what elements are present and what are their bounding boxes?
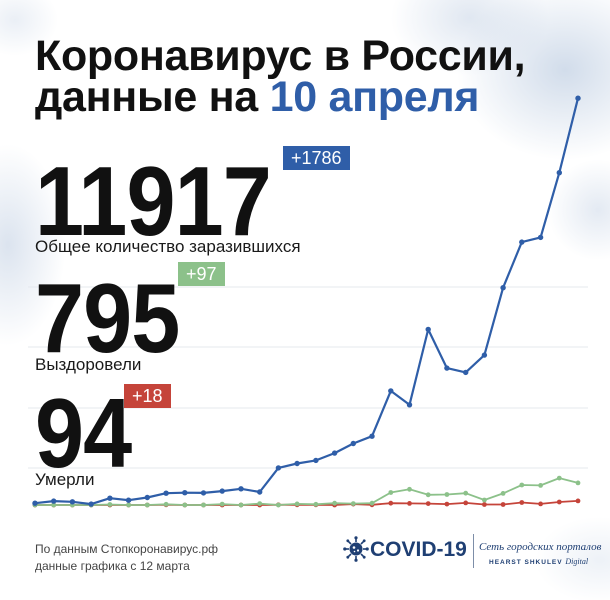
brand-name: HEARST SHKULEV	[489, 559, 563, 566]
recovered-point	[538, 483, 543, 488]
deaths-point	[388, 500, 394, 506]
recovered-point	[276, 502, 281, 508]
recovered-point	[425, 492, 431, 498]
recovered-point	[519, 482, 525, 488]
recovered-point	[182, 502, 188, 508]
cases-point	[463, 369, 469, 376]
cases-point	[537, 234, 544, 241]
cases-point	[519, 239, 525, 245]
recovered-point	[219, 501, 225, 507]
deaths-point	[556, 499, 562, 505]
network-tagline: Сеть городских порталов	[479, 541, 602, 553]
cases-point	[350, 440, 356, 447]
deaths-point	[425, 501, 431, 506]
cases-point	[125, 497, 132, 503]
deaths-label: Умерли	[35, 470, 95, 489]
recovered-point	[126, 502, 131, 508]
recovered-point	[575, 480, 581, 486]
cases-point	[182, 490, 188, 496]
cases-total-value: 11917	[35, 146, 272, 256]
cases-point	[144, 494, 150, 501]
covid-logo-text: COVID-19	[370, 538, 467, 561]
recovered-point	[482, 497, 487, 503]
deaths-point	[538, 501, 543, 507]
cases-point	[331, 450, 338, 456]
recovered-point	[388, 490, 394, 495]
recovered-point	[144, 502, 150, 508]
virus-icon	[343, 536, 369, 562]
cases-point	[481, 352, 488, 358]
deaths-point	[482, 502, 487, 507]
recovered-point	[444, 492, 450, 497]
title-line-2: данные на 10 апреля	[35, 76, 525, 119]
cases-point	[51, 498, 57, 504]
recovered-delta-badge: +97	[178, 262, 225, 286]
cases-point	[88, 501, 94, 507]
logo-divider	[473, 534, 474, 568]
deaths-series	[32, 498, 581, 508]
cases-point	[238, 486, 244, 492]
title-date: 10 апреля	[269, 73, 480, 121]
title-line-1: Коронавирус в России,	[35, 32, 526, 80]
source-note: По данным Стопкоронавирус.рф	[35, 542, 219, 556]
recovered-point	[238, 502, 244, 508]
deaths-point	[407, 501, 412, 506]
cases-point	[388, 388, 394, 394]
recovered-point	[257, 501, 263, 506]
deaths-point	[575, 498, 581, 504]
recovered-point	[313, 501, 319, 507]
page-title: Коронавирус в России, данные на 10 апрел…	[35, 32, 526, 119]
chart-start-note: данные графика с 12 марта	[35, 559, 190, 573]
recovered-total-value: 795	[35, 263, 180, 373]
cases-point	[294, 460, 300, 467]
cases-point	[406, 402, 413, 408]
recovered-point	[294, 501, 300, 507]
cases-point	[556, 170, 562, 176]
recovered-point	[201, 502, 206, 508]
cases-point	[107, 495, 113, 501]
cases-delta-badge: +1786	[283, 146, 350, 170]
cases-point	[575, 95, 581, 101]
cases-point	[32, 500, 38, 506]
cases-point	[500, 285, 506, 291]
recovered-point	[556, 475, 562, 481]
cases-point	[257, 489, 263, 495]
recovered-point	[463, 490, 469, 496]
cases-point	[444, 365, 450, 371]
cases-point	[425, 326, 431, 333]
cases-point	[69, 499, 76, 505]
cases-point	[313, 457, 319, 464]
recovered-point	[163, 501, 169, 507]
cases-point	[369, 433, 375, 439]
recovered-point	[332, 500, 337, 506]
cases-label: Общее количество заразившихся	[35, 237, 301, 256]
cases-point	[219, 488, 225, 494]
deaths-delta-badge: +18	[124, 384, 171, 408]
cases-point	[200, 490, 207, 496]
deaths-point	[463, 500, 469, 506]
brand-logo: HEARST SHKULEV Digital	[489, 557, 588, 566]
brand-suffix: Digital	[565, 557, 589, 566]
recovered-label: Выздоровели	[35, 355, 142, 374]
deaths-point	[444, 501, 450, 507]
deaths-point	[500, 502, 506, 507]
recovered-point	[407, 486, 412, 492]
recovered-point	[500, 491, 506, 496]
recovered-point	[107, 502, 113, 507]
cases-point	[163, 490, 169, 496]
title-line-2-prefix: данные на	[35, 73, 270, 121]
recovered-point	[350, 501, 356, 506]
recovered-point	[369, 500, 375, 506]
deaths-total-value: 94	[35, 378, 132, 488]
deaths-point	[519, 500, 525, 505]
cases-point	[275, 465, 282, 471]
